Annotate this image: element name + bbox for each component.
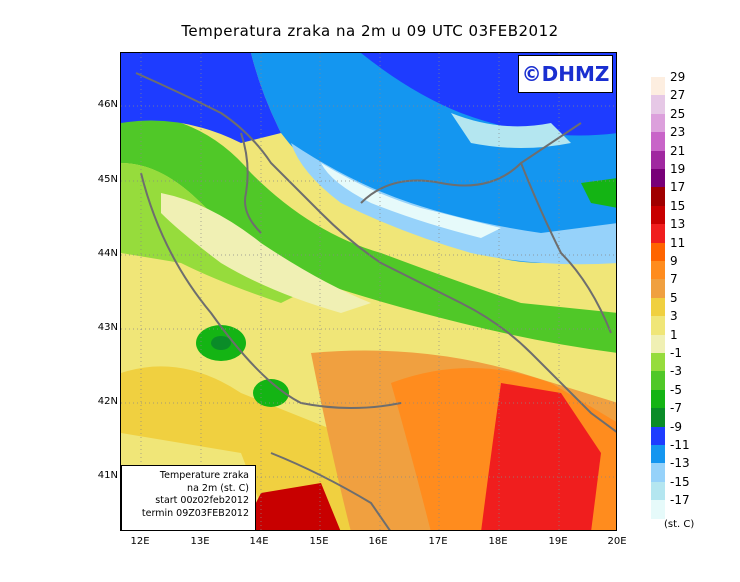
legend-swatch (651, 371, 665, 390)
legend-label: -15 (670, 474, 690, 489)
legend-swatch (651, 113, 665, 133)
legend-label: 9 (670, 254, 678, 268)
legend-swatch (651, 408, 665, 427)
legend-swatch (651, 316, 665, 335)
legend-swatch (651, 261, 665, 280)
legend-units: (st. C) (664, 519, 695, 530)
lon-tick-label: 16E (368, 536, 388, 547)
lon-tick-label: 17E (428, 536, 448, 547)
legend-label: 13 (670, 217, 686, 232)
legend-label: 3 (670, 309, 678, 324)
legend-label: -17 (670, 493, 690, 508)
legend-swatch (651, 334, 665, 353)
lon-tick-label: 18E (488, 536, 508, 547)
legend-label: 15 (670, 198, 686, 213)
legend-label: -9 (670, 419, 682, 434)
lat-tick-label: 42N (97, 396, 118, 407)
lon-tick-label: 19E (548, 536, 568, 547)
map-title: Temperatura zraka na 2m u 09 UTC 03FEB20… (181, 22, 559, 40)
legend-label: -3 (670, 364, 682, 379)
dhmz-logo: ©DHMZ (518, 55, 613, 93)
legend-label: 29 (670, 70, 686, 84)
lon-tick-label: 13E (190, 536, 210, 547)
legend-label: -5 (670, 382, 682, 397)
info-line-1: Temperature zraka (159, 470, 249, 481)
legend-swatch (651, 224, 665, 243)
legend-label: -11 (670, 438, 690, 452)
legend-swatch (651, 297, 665, 317)
legend-swatch (651, 426, 665, 445)
legend-swatch (651, 279, 665, 298)
lat-tick-label: 41N (97, 470, 118, 481)
legend-label: 25 (670, 106, 686, 121)
lat-tick-label: 44N (97, 248, 118, 259)
legend-swatch (651, 95, 665, 114)
legend-label: 23 (670, 125, 686, 140)
legend-swatch (651, 242, 665, 261)
legend-label: -7 (670, 401, 682, 416)
legend-label: 1 (670, 327, 678, 342)
temperature-map: ©DHMZ Temperature zraka na 2m (st. C) st… (120, 52, 617, 531)
legend-swatch (651, 389, 665, 409)
legend-label: 11 (670, 235, 686, 250)
info-line-4: termin 09Z03FEB2012 (141, 507, 249, 519)
lat-tick-label: 43N (97, 322, 118, 333)
legend-label: 7 (670, 272, 678, 287)
info-box: Temperature zraka na 2m (st. C) start 00… (121, 465, 256, 530)
legend-swatch (651, 169, 665, 188)
lon-tick-label: 12E (130, 536, 150, 547)
info-line-3: start 00z02feb2012 (155, 495, 249, 506)
legend-swatch (651, 463, 665, 482)
legend-label: 27 (670, 88, 686, 103)
legend-label: 19 (670, 162, 686, 176)
legend-swatch (651, 150, 665, 169)
legend-swatch (651, 500, 665, 519)
lon-tick-label: 15E (309, 536, 329, 547)
map-canvas (121, 53, 616, 530)
legend-swatch (651, 205, 665, 225)
legend-swatch (651, 187, 665, 206)
legend-label: 5 (670, 290, 678, 305)
lat-tick-label: 46N (97, 99, 118, 110)
legend-label: 17 (670, 180, 686, 195)
legend-swatch (651, 77, 665, 96)
lat-tick-label: 45N (97, 174, 118, 185)
legend-label: 21 (670, 143, 686, 158)
legend-swatch (651, 353, 665, 372)
legend-label: -1 (670, 346, 682, 360)
legend-swatch (651, 132, 665, 151)
legend-swatch (651, 445, 665, 464)
legend-swatch (651, 481, 665, 501)
lon-tick-label: 14E (249, 536, 269, 547)
info-line-2: na 2m (st. C) (187, 482, 249, 494)
lon-tick-label: 20E (607, 536, 627, 547)
legend-label: -13 (670, 456, 690, 471)
